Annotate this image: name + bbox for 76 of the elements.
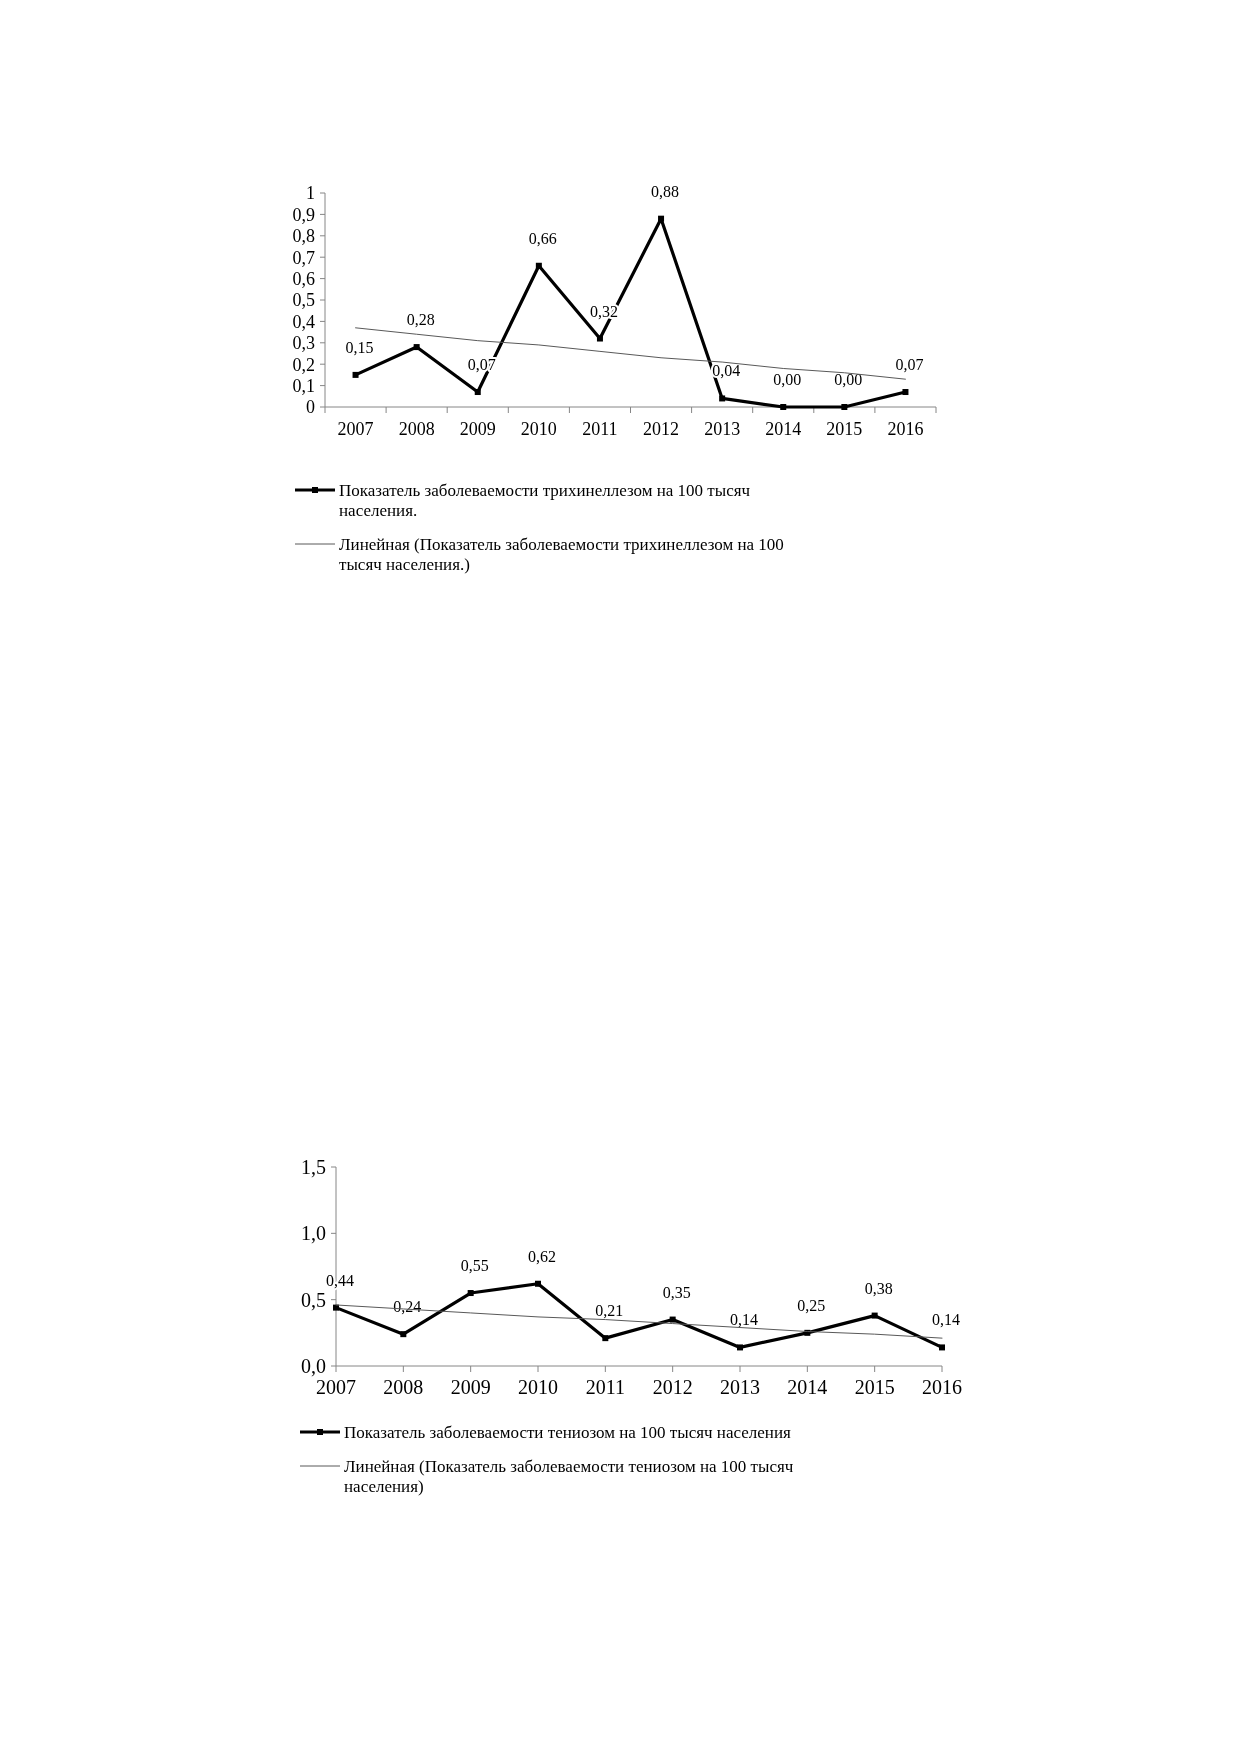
data-label: 0,21	[595, 1302, 624, 1320]
data-label: 0,00	[834, 371, 863, 388]
y-tick-label: 0,3	[292, 333, 315, 354]
x-tick-label: 2010	[518, 1376, 558, 1398]
data-label: 0,24	[393, 1298, 422, 1316]
y-tick-label: 0,4	[292, 311, 315, 332]
point	[737, 1344, 743, 1351]
data-label: 0,55	[460, 1257, 489, 1275]
y-tick-label: 0,7	[292, 247, 315, 268]
x-tick-label: 2009	[459, 419, 496, 439]
data-label: 0,28	[406, 311, 435, 329]
x-tick-label: 2008	[383, 1376, 424, 1398]
point	[939, 1344, 945, 1351]
x-tick-label: 2015	[826, 419, 863, 439]
x-tick-label: 2011	[585, 1376, 625, 1398]
y-tick-label: 0,0	[301, 1355, 326, 1377]
data-label: 0,62	[528, 1247, 556, 1265]
x-tick-label: 2010	[520, 419, 557, 439]
x-tick-label: 2016	[887, 419, 924, 439]
point	[669, 1316, 676, 1323]
x-tick-label: 2009	[450, 1376, 491, 1398]
x-tick-label: 2015	[854, 1376, 895, 1398]
point	[535, 262, 542, 269]
x-tick-label: 2011	[582, 419, 618, 439]
x-tick-label: 2008	[398, 419, 435, 439]
data-label: 0,38	[864, 1279, 893, 1297]
x-tick-label: 2013	[720, 1376, 760, 1398]
x-tick-label: 2014	[787, 1376, 828, 1398]
point	[780, 404, 787, 410]
y-tick-label: 0,6	[292, 268, 315, 289]
data-label: 0,35	[662, 1283, 691, 1301]
point	[413, 344, 420, 351]
x-tick-label: 2007	[316, 1376, 356, 1398]
data-label: 0,44	[326, 1271, 354, 1289]
data-label: 0,15	[345, 338, 374, 356]
y-tick-label: 0,5	[292, 290, 315, 311]
point	[333, 1304, 339, 1311]
y-tick-label: 0,5	[301, 1288, 326, 1311]
y-tick-label: 1	[306, 183, 315, 204]
legend-label: Линейная (Показатель заболеваемости тениозом на 100 тысяч населения)	[344, 1457, 794, 1496]
y-tick-label: 1,5	[301, 1156, 326, 1178]
point	[596, 335, 603, 342]
data-label: 0,00	[773, 371, 802, 388]
point	[535, 1280, 541, 1287]
point	[602, 1335, 609, 1342]
y-tick-label: 0,1	[292, 375, 315, 396]
x-tick-label: 2016	[922, 1376, 962, 1398]
x-tick-label: 2013	[704, 419, 741, 439]
y-tick-label: 0	[306, 397, 315, 418]
data-label: 0,14	[730, 1311, 758, 1329]
point	[719, 395, 726, 402]
data-label: 0,25	[797, 1296, 826, 1314]
point	[352, 371, 359, 378]
data-label: 0,66	[528, 229, 557, 247]
point	[474, 389, 481, 396]
legend-label: Показатель заболеваемости тениозом на 100 тысяч населения	[344, 1423, 792, 1442]
y-tick-label: 0,8	[292, 226, 315, 247]
x-tick-label: 2012	[643, 419, 680, 439]
y-tick-label: 0,2	[292, 354, 315, 375]
x-tick-label: 2012	[652, 1376, 693, 1398]
y-tick-label: 1,0	[301, 1222, 326, 1245]
x-tick-label: 2007	[337, 419, 374, 439]
data-label: 0,14	[932, 1311, 960, 1329]
point	[658, 215, 665, 222]
data-label: 0,07	[895, 356, 924, 374]
point	[467, 1290, 474, 1297]
legend-label: Показатель заболеваемости трихинеллезом на 100 тысяч населения.	[339, 481, 751, 520]
point	[841, 404, 848, 410]
x-tick-label: 2014	[765, 419, 802, 439]
point	[400, 1331, 407, 1338]
data-label: 0,04	[712, 362, 741, 380]
legend-label: Линейная (Показатель заболеваемости трихинеллезом на 100 тысяч населения.)	[339, 535, 784, 574]
data-label: 0,88	[651, 182, 680, 200]
point	[871, 1312, 878, 1319]
point	[902, 389, 909, 396]
y-tick-label: 0,9	[292, 204, 315, 225]
